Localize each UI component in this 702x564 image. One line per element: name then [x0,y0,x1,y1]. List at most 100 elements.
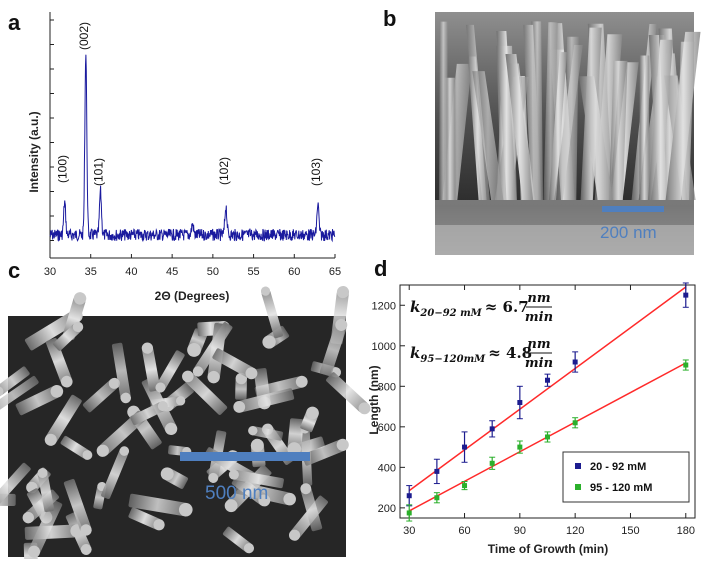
y-tick-label: 400 [378,462,396,474]
nanorod [235,372,248,400]
xrd-x-tick-label: 40 [125,266,137,278]
nanorod [130,401,168,426]
rate-equation-2: k95−120mM ≈ 4.8 nm min [410,337,553,371]
nanorod [0,462,31,510]
xrd-x-tick-label: 35 [85,266,97,278]
panel-c: c 500 nm [0,258,371,564]
svg-text:nm: nm [527,337,550,352]
sem-image-cross-section [435,12,701,255]
nanorod [578,76,613,200]
y-tick-label: 800 [378,381,396,393]
data-point [572,359,578,365]
nanorod [260,286,283,339]
xrd-axes: 30 35 40 45 50 55 60 65 [44,12,341,278]
nanorod [505,53,534,201]
y-tick-label: 200 [378,503,396,515]
scale-bar-b-label: 200 nm [600,223,657,242]
panel-letter-a: a [8,10,21,35]
y-tick-label: 1000 [372,341,396,353]
nanorod [608,60,628,200]
nanorod [300,406,319,433]
data-point [434,495,440,501]
x-tick-label: 60 [458,525,470,537]
legend-label-1: 20 - 92 mM [590,461,646,473]
data-point [683,362,689,368]
data-point [683,292,689,298]
data-point [517,444,523,450]
x-tick-label: 30 [403,525,415,537]
xrd-peak-labels: (002) (100) (101) (102) (103) [56,22,323,186]
nanorod [0,376,39,415]
nanorod [300,483,323,532]
xrd-peak-label: (103) [309,158,323,186]
sem-image-top-view [0,286,371,564]
nanorod [248,425,284,441]
data-point [462,444,468,450]
nanorod [141,342,161,392]
y-tick-label: 600 [378,422,396,434]
nanorod [233,388,295,413]
xrd-peak-label: (101) [91,158,105,186]
x-tick-label: 180 [677,525,695,537]
svg-text:min: min [525,356,553,371]
rate-equation-1: k20−92 mM ≈ 6.7 nm min [410,291,553,325]
nanorod [44,394,82,446]
nanorod [302,438,349,466]
panel-letter-d: d [374,256,387,281]
nanorod [466,24,490,201]
xrd-peak-label: (100) [56,155,70,183]
x-tick-label: 120 [566,525,584,537]
nanorod [111,342,132,404]
xrd-x-tick-label: 55 [247,266,259,278]
legend: 20 - 92 mM 95 - 120 mM [562,451,690,503]
nanorod [543,22,558,200]
xrd-x-tick-label: 60 [288,266,300,278]
xrd-peak-label: (002) [77,22,91,50]
scale-bar-c-label: 500 nm [205,483,268,504]
nanorod [63,478,92,536]
svg-text:k95−120mM≈ 4.8: k95−120mM ≈ 4.8 [410,344,532,365]
xrd-x-axis-label: 2Θ (Degrees) [155,289,230,303]
nanorod [523,24,542,201]
data-point [572,420,578,426]
xrd-x-tick-label: 65 [329,266,341,278]
scale-bar-c [180,452,310,461]
growth-x-axis-label: Time of Growth (min) [488,542,608,556]
panel-a: a 30 35 40 45 50 55 60 65 Intensity (a.u.) 2Θ (… [8,10,341,303]
scale-bar-b [602,206,664,212]
x-tick-label: 90 [514,525,526,537]
data-point [462,483,468,489]
nanorod [101,446,130,499]
plot-frame [399,284,696,519]
data-point [489,426,495,432]
nanorod [15,385,64,416]
xrd-x-tick-label: 50 [207,266,219,278]
nanorod [496,30,517,201]
nanorod [228,469,284,489]
nanorod [82,377,120,413]
fit-line [408,286,687,492]
panel-b: b 200 nm [383,6,701,255]
svg-text:nm: nm [527,291,550,306]
xrd-peak-label: (102) [217,157,231,185]
data-point [517,400,523,406]
growth-y-axis-label: Length (nm) [367,365,381,434]
nanorod [182,370,228,415]
nanorod [472,71,504,200]
data-point [545,434,550,440]
nanorod [438,21,448,200]
svg-text:k20−92 mM≈ 6.7: k20−92 mM ≈ 6.7 [410,298,529,319]
nanorod [554,44,583,200]
legend-label-2: 95 - 120 mM [590,482,652,494]
xrd-y-axis-label: Intensity (a.u.) [27,111,41,192]
xrd-x-tick-label: 45 [166,266,178,278]
data-point [545,377,550,383]
nanorod [53,321,84,351]
x-tick-label: 150 [621,525,639,537]
xrd-pattern-line [49,54,336,243]
nanorod [647,39,674,200]
data-point [489,460,495,466]
panel-letter-b: b [383,6,396,31]
nanorod [45,337,73,388]
